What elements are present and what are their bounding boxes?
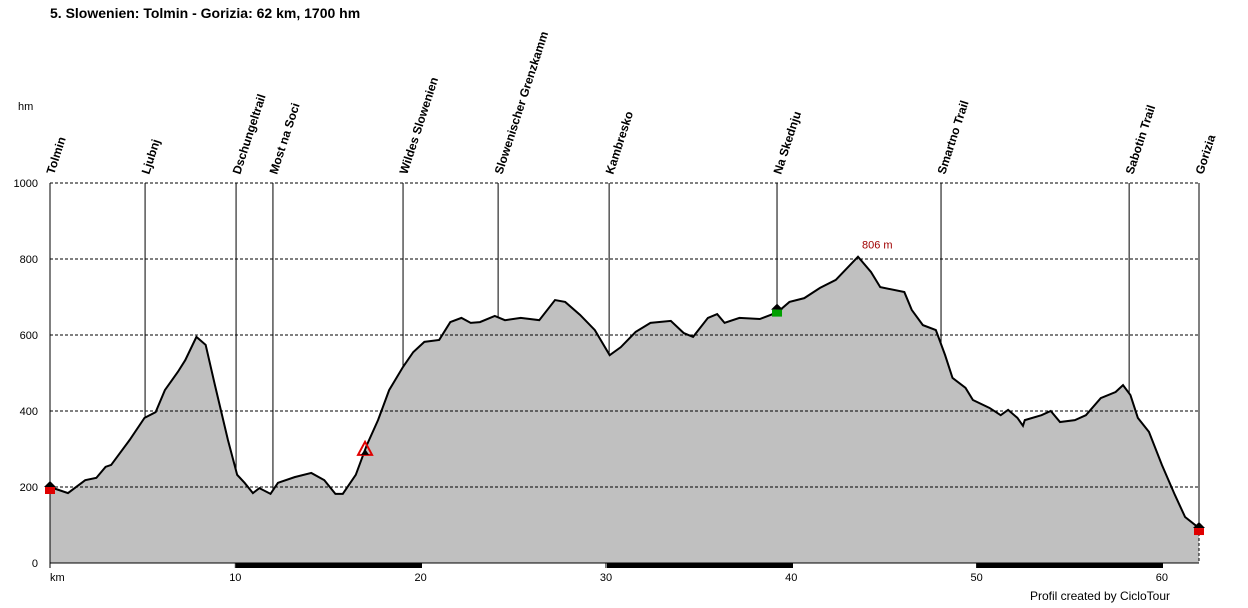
y-tick-label: 0 (32, 558, 38, 570)
marker-base (1194, 528, 1204, 536)
x-tick-label: 20 (415, 572, 427, 584)
y-tick-label: 200 (20, 482, 38, 494)
marker-base (772, 309, 783, 317)
y-tick-label: 1000 (14, 178, 38, 190)
x-tick-label: km (50, 572, 65, 584)
x-tick-label: 40 (785, 572, 797, 584)
icon-hill (361, 448, 370, 455)
y-tick-label: 600 (20, 330, 38, 342)
bottom-bar (236, 563, 1163, 568)
y-axis-label: hm (18, 101, 33, 113)
bar-segment (607, 563, 793, 568)
marker-roof (1193, 522, 1205, 529)
x-tick-label: 10 (229, 572, 241, 584)
profile-line (49, 255, 1200, 529)
y-tick-label: 800 (20, 254, 38, 266)
x-tick-label: 30 (600, 572, 612, 584)
bar-segment (977, 563, 1163, 568)
x-tick-label: 50 (970, 572, 982, 584)
area-fill (50, 256, 1199, 563)
bar-segment (236, 563, 422, 568)
y-tick-label: 400 (20, 406, 38, 418)
marker-base (45, 487, 55, 494)
footer: Profil created by CicloTour (1030, 589, 1170, 603)
peak-label: 806 m (862, 240, 893, 252)
x-tick-label: 60 (1156, 572, 1168, 584)
chart-title: 5. Slowenien: Tolmin - Gorizia: 62 km, 1… (50, 5, 360, 21)
marker-roof (44, 481, 56, 487)
marker-roof (771, 303, 784, 310)
